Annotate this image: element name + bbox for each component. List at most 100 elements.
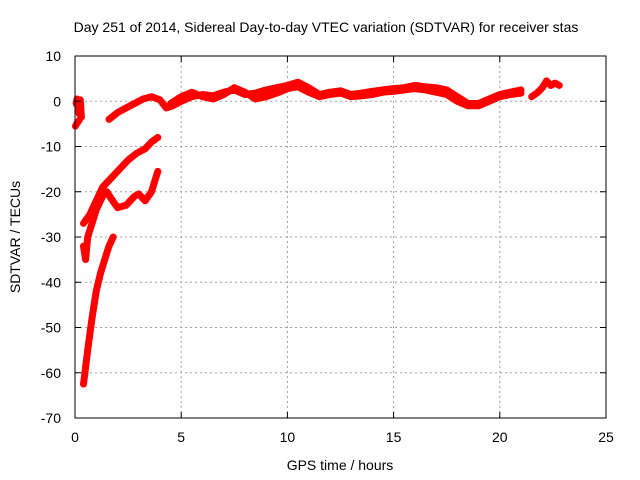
data-point [284,85,291,92]
chart-title: Day 251 of 2014, Sidereal Day-to-day VTE… [74,19,579,35]
data-point [380,89,386,96]
x-tick-label: 0 [71,429,79,445]
data-point [475,102,482,109]
data-point [108,175,115,182]
data-point [163,105,170,111]
data-point [75,105,82,111]
data-point [77,96,84,103]
data-point [154,168,161,175]
data-point [148,93,155,100]
y-tick-label: -40 [41,274,61,290]
data-point [210,96,217,102]
data-point [273,90,280,97]
y-tick-label: -20 [41,184,61,200]
data-point [528,93,535,100]
data-point [80,243,87,250]
data-point [535,89,541,96]
data-point [106,243,112,250]
y-tick-label: -10 [41,139,61,155]
data-point [148,188,155,195]
data-series [71,77,563,388]
data-point [263,93,270,100]
data-point [142,197,149,204]
y-tick-label: -70 [41,410,61,426]
data-point [390,88,397,95]
data-point [443,91,450,98]
axes: -70 -60 -50 -40 -30 -20 -10 0 10 0 5 10 15 20 25 [41,48,614,445]
data-point [539,84,546,91]
series-arc-4 [80,167,162,264]
data-point [133,150,140,157]
data-point [422,86,429,93]
data-point [241,89,248,96]
data-point [131,100,138,107]
data-point [140,96,146,102]
y-axis-label: SDTVAR / TECUs [7,181,23,293]
x-tick-label: 20 [492,429,508,445]
data-point [454,98,461,105]
data-point [518,90,524,97]
data-point [86,211,93,218]
x-tick-label: 15 [386,429,402,445]
x-axis-label: GPS time / hours [287,457,394,473]
grid [75,56,606,418]
data-point [199,93,206,100]
data-point [433,89,440,96]
data-point [348,93,355,100]
data-point [358,92,365,99]
data-point [135,191,142,197]
data-point [114,109,121,116]
data-point [369,91,376,98]
data-point [556,82,563,89]
data-point [123,202,129,209]
data-point [101,256,108,263]
y-tick-label: 10 [45,48,61,64]
data-point [76,117,83,124]
data-point [295,83,301,90]
x-tick-label: 10 [280,429,296,445]
data-point [337,90,344,97]
data-point [80,381,87,388]
data-point [84,234,91,240]
data-point [97,270,104,277]
data-point [220,91,227,98]
data-point [154,134,161,141]
data-point [486,98,493,105]
x-tick-label: 25 [598,429,614,445]
data-point [80,220,87,227]
data-point [411,85,418,92]
data-point [82,256,89,263]
x-tick-label: 5 [177,429,185,445]
data-point [142,145,149,152]
data-point [167,100,174,107]
y-tick-label: -60 [41,365,61,381]
data-point [103,188,110,195]
data-point [116,166,123,173]
data-point [89,220,95,227]
data-point [110,234,117,240]
data-point [252,96,259,102]
y-tick-label: -50 [41,320,61,336]
data-point [496,93,503,100]
series-arc-7 [167,83,525,110]
data-point [464,102,471,109]
data-point [231,84,238,91]
data-point [125,157,132,164]
data-point [507,91,514,98]
data-point [89,315,95,322]
data-point [108,195,115,202]
data-point [401,86,408,93]
data-point [316,93,323,100]
data-point [157,96,163,103]
data-point [93,288,100,295]
data-point [326,91,333,98]
data-point [106,116,112,123]
y-tick-label: -30 [41,229,61,245]
data-point [305,89,312,96]
data-point [93,197,100,204]
data-point [99,184,106,191]
data-point [114,204,121,211]
y-tick-label: 0 [53,93,61,109]
data-point [188,89,195,96]
